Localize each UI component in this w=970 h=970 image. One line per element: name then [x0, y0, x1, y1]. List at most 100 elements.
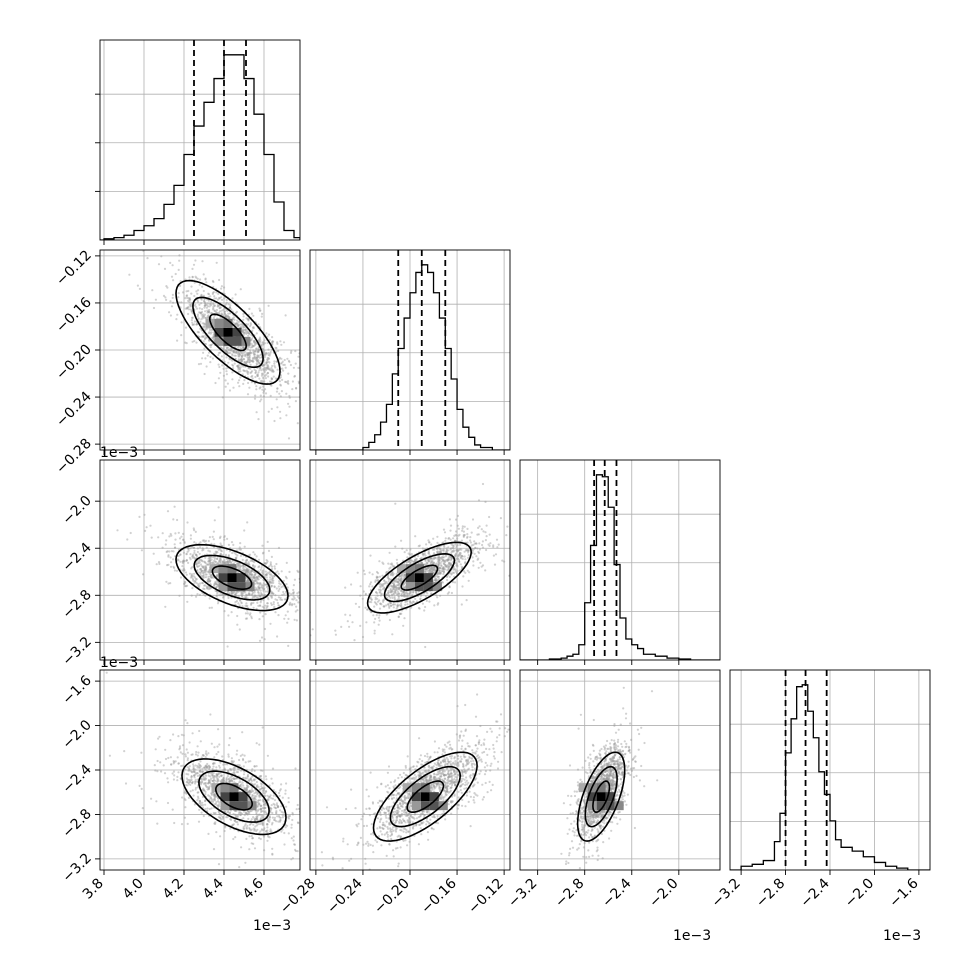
scatter-point [226, 347, 229, 350]
scatter-point [362, 569, 365, 572]
scatter-point [249, 351, 252, 354]
scatter-point [412, 560, 415, 563]
scatter-point [294, 362, 297, 365]
scatter-point [209, 556, 212, 559]
scatter-point [211, 535, 214, 539]
scatter-point [247, 562, 250, 566]
scatter-point [218, 296, 221, 300]
density-cell [236, 582, 246, 592]
scatter-point [264, 562, 268, 565]
scatter-point [226, 560, 229, 563]
scatter-point [252, 339, 255, 343]
scatter-point [263, 786, 266, 790]
scatter-point [369, 583, 372, 586]
scatter-point [446, 575, 449, 578]
panel-frame [99, 459, 301, 661]
scatter-point [186, 584, 189, 587]
scatter-point [432, 537, 435, 540]
scatter-point [194, 553, 197, 556]
scatter-point [205, 750, 208, 753]
scatter-point [467, 554, 470, 557]
scatter-point [219, 553, 222, 556]
scatter-point [237, 563, 240, 566]
histogram-step-line [100, 54, 300, 240]
scatter-point [425, 599, 428, 603]
scatter-point [411, 602, 414, 605]
scatter-point [204, 539, 208, 543]
scatter-point [210, 328, 214, 332]
scatter-point [250, 574, 253, 578]
scatter-point [379, 602, 382, 605]
scatter-point [420, 562, 423, 565]
scatter-point [209, 355, 212, 358]
scatter-point [455, 530, 458, 533]
scatter-point [230, 760, 233, 763]
scatter-point [271, 584, 274, 587]
scatter-point [220, 312, 223, 315]
scatter-point [250, 602, 253, 605]
scatter-point [427, 566, 430, 570]
scatter-point [439, 594, 442, 597]
scatter-point [466, 569, 469, 572]
scatter-point [258, 587, 261, 591]
scatter-point [248, 355, 251, 359]
scatter-point [253, 353, 257, 356]
scatter-point [244, 617, 248, 620]
scatter-point [270, 384, 273, 387]
scatter-point [192, 579, 195, 582]
scatter-point [288, 394, 291, 398]
scatter-point [392, 588, 395, 591]
scatter-point [242, 326, 246, 329]
scatter-point [280, 357, 283, 360]
scatter-point [175, 318, 178, 321]
scatter-point [466, 533, 469, 536]
scatter-point [265, 373, 268, 376]
scatter-point [219, 306, 223, 309]
scatter-point [178, 254, 181, 257]
scatter-point [205, 563, 209, 566]
scatter-point [265, 576, 268, 579]
scatter-point [189, 308, 192, 311]
scatter-point [232, 351, 235, 354]
scatter-point [381, 599, 385, 602]
scatter-point [361, 597, 364, 600]
scatter-point [257, 592, 260, 595]
scatter-point [277, 596, 280, 599]
scatter-point [220, 347, 224, 350]
scatter-point [189, 537, 192, 540]
scatter-point [208, 558, 212, 561]
scatter-point [446, 565, 449, 568]
scatter-point [406, 592, 409, 595]
scatter-point [410, 559, 414, 563]
scatter-point [404, 574, 407, 577]
scatter-point [397, 595, 401, 598]
scatter-point [441, 549, 444, 552]
scatter-point [240, 360, 243, 363]
scatter-point [236, 614, 239, 618]
scatter-point [253, 352, 256, 355]
scatter-point [240, 355, 243, 358]
scatter-point [414, 558, 417, 561]
scatter-point [397, 588, 401, 591]
scatter-point [226, 314, 229, 317]
density-cell [236, 573, 246, 583]
scatter-point [199, 802, 202, 805]
scatter-point [238, 351, 241, 354]
scatter-point [161, 546, 164, 549]
scatter-point [394, 589, 397, 592]
scatter-point [258, 377, 261, 380]
scatter-point [266, 358, 269, 361]
scatter-point [216, 303, 219, 306]
scatter-point [214, 581, 217, 585]
scatter-point [252, 797, 255, 800]
scatter-point [447, 557, 450, 560]
scatter-point [225, 350, 228, 353]
scatter-point [266, 602, 269, 605]
scatter-point [257, 578, 260, 581]
scatter-point [202, 335, 205, 338]
scatter-point [273, 585, 276, 589]
scatter-point [273, 362, 276, 365]
scatter-point [195, 595, 198, 598]
scatter-point [260, 593, 263, 596]
scatter-point [376, 594, 379, 597]
